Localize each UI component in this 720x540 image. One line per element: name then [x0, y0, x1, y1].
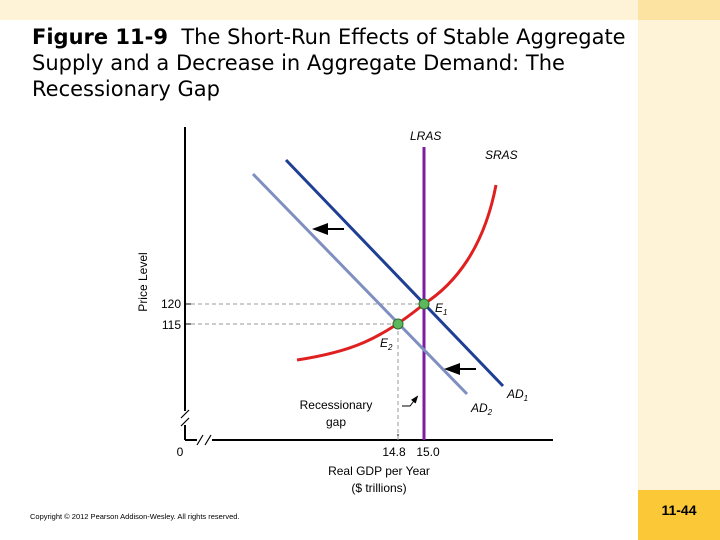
page-number-box: 11-44	[638, 490, 720, 540]
sras-label: SRAS	[485, 148, 518, 162]
y-axis-break-top	[180, 409, 190, 419]
x-tick-label-14-8: 14.8	[382, 445, 406, 459]
y-tick-label-120: 120	[161, 297, 181, 311]
x-axis-break-right	[204, 434, 212, 446]
x-axis-title-line1: Real GDP per Year	[328, 464, 430, 478]
top-decoration-bar	[0, 0, 720, 20]
top-bar-left	[0, 0, 638, 20]
x-axis-break-left	[196, 434, 204, 446]
sras-curve	[296, 184, 498, 362]
equilibrium-e2-point	[392, 318, 404, 330]
lras-label: LRAS	[410, 129, 441, 143]
e1-label: E1	[435, 301, 447, 317]
gap-pointer	[402, 395, 419, 407]
copyright-notice: Copyright © 2012 Pearson Addison-Wesley.…	[30, 512, 240, 521]
origin-label: 0	[177, 445, 184, 459]
ad2-line	[251, 172, 469, 396]
equilibrium-e1-point	[418, 298, 430, 310]
right-decoration-stripe	[638, 20, 720, 490]
x-axis-title-line2: ($ trillions)	[351, 481, 406, 495]
y-axis-break-bottom	[180, 417, 190, 427]
gap-label-line1: Recessionary	[300, 398, 373, 412]
figure-number: Figure 11-9	[32, 25, 168, 49]
top-bar-right	[638, 0, 720, 20]
slide-title: Figure 11-9 The Short-Run Effects of Sta…	[32, 24, 632, 102]
gap-label-line2: gap	[326, 415, 346, 429]
e2-label: E2	[380, 336, 393, 352]
y-axis-title: Price Level	[136, 252, 150, 311]
x-tick-label-15-0: 15.0	[416, 445, 440, 459]
ad1-label: AD1	[506, 387, 528, 403]
page-number: 11-44	[661, 502, 697, 518]
ad2-label: AD2	[470, 401, 493, 417]
figure-caption: The Short-Run Effects of Stable Aggregat…	[32, 25, 626, 101]
y-tick-label-115: 115	[162, 318, 181, 332]
ad1-line	[284, 158, 505, 388]
